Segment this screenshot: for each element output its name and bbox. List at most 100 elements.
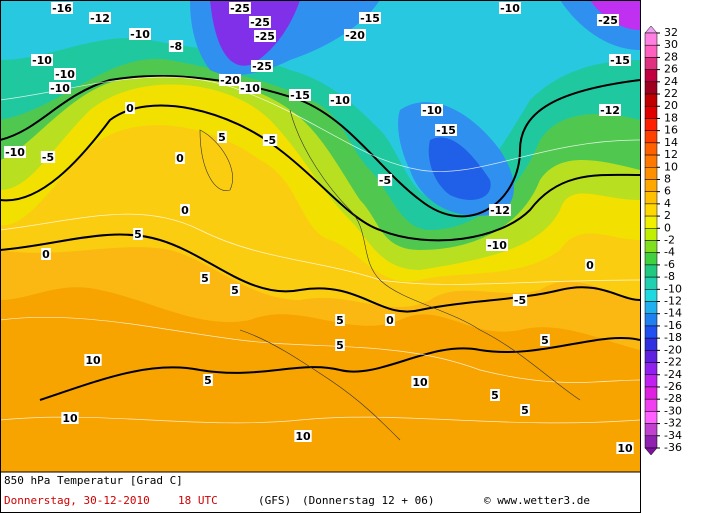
- label-box: [597, 14, 619, 26]
- contour-label: 5: [201, 272, 209, 285]
- legend-swatch: [644, 105, 658, 119]
- legend-label: -34: [664, 429, 682, 442]
- contour-label: -25: [250, 16, 270, 29]
- legend-label: -6: [664, 258, 675, 271]
- label-box: [133, 228, 143, 240]
- legend-label: -24: [664, 368, 682, 381]
- legend-swatch: [644, 252, 658, 266]
- legend-cap-bottom: [644, 447, 658, 456]
- contour-label: 10: [617, 442, 633, 455]
- legend-swatch: [644, 69, 658, 83]
- contour-label: -15: [436, 124, 456, 137]
- legend-label: 24: [664, 75, 678, 88]
- contour-label: -15: [360, 12, 380, 25]
- contour-label: 10: [62, 412, 78, 425]
- contour-label: -20: [345, 29, 365, 42]
- contour-label: -10: [32, 54, 52, 67]
- color-legend: 32302826242220181614121086420-2-4-6-8-10…: [644, 25, 682, 456]
- legend-swatch: [644, 81, 658, 95]
- contour-labels: -16-12-10-8-10-10-10-10 -5-25-25-25-25-20…: [4, 2, 634, 455]
- contour-label: -15: [610, 54, 630, 67]
- label-box: [385, 314, 395, 326]
- label-box: [585, 259, 595, 271]
- label-box: [486, 239, 508, 251]
- label-box: [262, 134, 278, 146]
- legend-cap-top: [644, 25, 658, 34]
- label-box: [344, 29, 366, 41]
- contour-label: 10: [295, 430, 311, 443]
- label-box: [512, 294, 528, 306]
- legend-label: -8: [664, 270, 675, 283]
- legend-swatch: [644, 215, 658, 229]
- contour-label: 10: [412, 376, 428, 389]
- legend-label: -26: [664, 380, 682, 393]
- contour-label: -10: [487, 239, 507, 252]
- legend-swatch: [644, 276, 658, 290]
- legend-label: -22: [664, 356, 682, 369]
- legend-label: 6: [664, 185, 671, 198]
- label-box: [229, 2, 251, 14]
- legend-label: -12: [664, 295, 682, 308]
- legend-label: 28: [664, 50, 678, 63]
- legend-swatch: [644, 32, 658, 46]
- label-box: [540, 334, 550, 346]
- map: [0, 0, 641, 472]
- legend-label: 32: [664, 26, 678, 39]
- contour-label: 0: [386, 314, 394, 327]
- contour-label: -25: [255, 30, 275, 43]
- legend-label: -28: [664, 392, 682, 405]
- contour-label: -20: [220, 74, 240, 87]
- contour-label: -10: [50, 82, 70, 95]
- label-box: [490, 389, 500, 401]
- legend-swatch: [644, 130, 658, 144]
- label-box: [49, 82, 71, 94]
- contour-label: -5: [514, 294, 526, 307]
- contour-label: -10: [5, 146, 25, 159]
- contour-label: 5: [231, 284, 239, 297]
- legend-swatch: [644, 57, 658, 70]
- legend-label: -30: [664, 404, 682, 417]
- label-box: [41, 248, 51, 260]
- contour-label: 5: [336, 339, 344, 352]
- legend-swatch: [644, 398, 658, 412]
- legend-label: 22: [664, 87, 678, 100]
- footer-run: (Donnerstag 12 + 06): [302, 494, 434, 507]
- contour-label: -8: [170, 40, 182, 53]
- label-box: [616, 442, 634, 454]
- label-box: [359, 12, 381, 24]
- label-box: [203, 374, 213, 386]
- footer-time: 18 UTC: [178, 494, 218, 507]
- contour-label: 5: [218, 131, 226, 144]
- legend-swatch: [644, 118, 658, 131]
- contour-label: -16: [52, 2, 72, 15]
- label-box: [84, 354, 102, 366]
- legend-label: 20: [664, 99, 678, 112]
- legend-swatch: [644, 228, 658, 241]
- contour-label: 0: [126, 102, 134, 115]
- label-box: [435, 124, 457, 136]
- legend-swatch: [644, 386, 658, 400]
- legend-swatch: [644, 44, 658, 58]
- label-box: [329, 94, 351, 106]
- contour-label: -12: [600, 104, 620, 117]
- legend-swatch: [644, 337, 658, 351]
- legend-label: -32: [664, 417, 682, 430]
- label-box: [4, 146, 26, 158]
- contour-label: -10: [55, 68, 75, 81]
- legend-label: -16: [664, 319, 682, 332]
- footer-model: (GFS): [258, 494, 291, 507]
- legend-swatch: [644, 435, 658, 449]
- label-box: [335, 314, 345, 326]
- contour-label: 5: [134, 228, 142, 241]
- legend-label: 10: [664, 160, 678, 173]
- legend-label: -2: [664, 234, 675, 247]
- label-box: [200, 272, 210, 284]
- contour-label: 0: [586, 259, 594, 272]
- legend-label: -4: [664, 246, 675, 259]
- legend-swatch: [644, 203, 658, 217]
- contour-label: -10: [130, 28, 150, 41]
- legend-swatch: [644, 325, 658, 339]
- contour-label: 5: [491, 389, 499, 402]
- contour-label: -25: [230, 2, 250, 15]
- legend-label: -36: [664, 441, 682, 454]
